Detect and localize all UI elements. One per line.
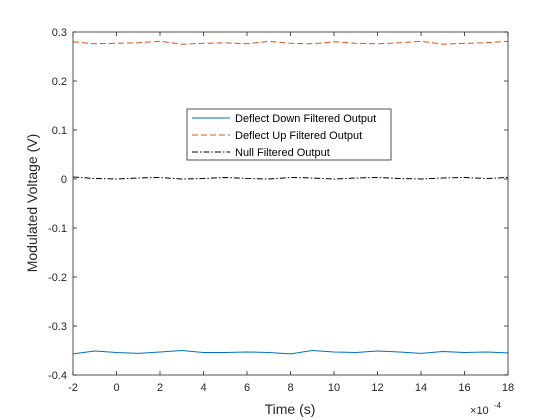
x-tick-label: 6	[244, 382, 250, 394]
legend-label-1: Deflect Down Filtered Output	[235, 113, 376, 125]
y-tick-label: -0.4	[48, 370, 67, 382]
x-tick-label: 2	[157, 382, 163, 394]
series-line-3	[72, 176, 509, 180]
y-tick-label: 0.1	[52, 125, 67, 137]
x-tick-label: 14	[415, 382, 427, 394]
y-tick-label: 0	[61, 174, 67, 186]
x-tick-label: 0	[113, 382, 119, 394]
x-exponent-power: -4	[494, 401, 502, 410]
legend: Deflect Down Filtered Output Deflect Up F…	[186, 108, 392, 161]
plot-area	[72, 40, 509, 355]
x-tick-label: 18	[502, 382, 514, 394]
x-tick-label: 4	[200, 382, 206, 394]
x-exponent-label: ×10 -4	[470, 401, 502, 417]
x-axis-label: Time (s)	[265, 401, 316, 417]
x-exponent-prefix: ×	[470, 405, 476, 417]
y-tick-label: 0.2	[52, 76, 67, 88]
x-tick-label: 10	[328, 382, 340, 394]
x-tick-label: 16	[458, 382, 470, 394]
x-axis-ticks: -2 0 2 4 6 8 10 12 14 16 18	[68, 32, 514, 394]
svg-text:×10: ×10	[470, 405, 489, 417]
y-tick-label: -0.3	[48, 321, 67, 333]
y-tick-label: -0.2	[48, 272, 67, 284]
x-tick-label: 12	[371, 382, 383, 394]
y-axis-ticks: -0.4 -0.3 -0.2 -0.1 0 0.1 0.2 0.3	[48, 27, 508, 382]
x-tick-label: 8	[287, 382, 293, 394]
series-line-2	[72, 40, 509, 45]
series-line-1	[72, 349, 509, 355]
axes-box	[72, 31, 509, 376]
x-tick-label: -2	[68, 382, 78, 394]
y-tick-label: -0.1	[48, 223, 67, 235]
y-tick-label: 0.3	[52, 27, 67, 39]
y-axis-label: Modulated Voltage (V)	[24, 134, 40, 273]
x-exponent-base: 10	[476, 405, 488, 417]
legend-label-3: Null Filtered Output	[235, 147, 330, 159]
legend-label-2: Deflect Up Filtered Output	[235, 130, 362, 142]
